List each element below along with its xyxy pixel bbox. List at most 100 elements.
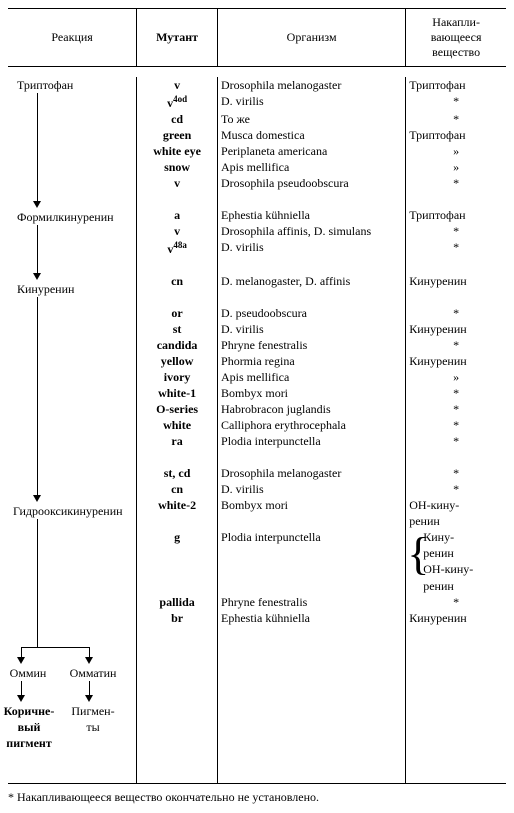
arrowhead-icon [17,695,25,702]
accum-value: Кинуренин [409,610,503,626]
mutant-value: v [140,175,214,191]
accum-value: Кинуренин [409,273,503,289]
organism-value: Ephestia kühniella [221,207,402,223]
header-organism: Организм [218,9,406,67]
mutant-value: white-1 [140,385,214,401]
accum-cell: Триптофан**Триптофан»»* Триптофан** Кину… [406,77,506,784]
accum-value: * [409,465,503,481]
pathway-node-ommatin: Омматин [63,665,123,681]
accum-value: Триптофан [409,127,503,143]
organism-value: Habrobracon juglandis [221,401,402,417]
mutant-value [140,449,214,465]
accum-value: {Кину- ренин OH-кину- ренин [409,529,503,594]
mutant-value: a [140,207,214,223]
organism-value: Apis mellifica [221,369,402,385]
mutant-value: v48a [140,239,214,257]
mutant-value: white eye [140,143,214,159]
pathway-node-hydroxykynurenine: Гидрооксикинуренин [13,503,123,519]
header-mutant: Мутант [137,9,218,67]
organism-value: Drosophila melanogaster [221,465,402,481]
organism-value: Musca domestica [221,127,402,143]
accum-value [409,191,503,207]
arrowhead-icon [85,695,93,702]
mutant-value: ra [140,433,214,449]
pathway-line [21,681,22,695]
organism-value: Bombyx mori [221,497,402,529]
organism-value: D. virilis [221,239,402,257]
pathway-node-brown-pigment: Коричне- вый пигмент [0,703,59,752]
mutant-value: cn [140,481,214,497]
accum-value: OH-кину- ренин [409,497,503,529]
mutant-value: v [140,223,214,239]
organism-value: Plodia interpunctella [221,529,402,594]
mutant-value: cn [140,273,214,289]
accum-value: * [409,239,503,257]
organism-cell: Drosophila melanogasterD. virilisТо жеMu… [218,77,406,784]
pathway-line [37,93,38,201]
mutant-value: or [140,305,214,321]
mutant-value: v4od [140,93,214,111]
mutant-value: O-series [140,401,214,417]
organism-value [221,289,402,305]
body-row: Триптофан Формилкинуренин Кинуренин Гидр… [8,77,506,784]
mutant-value: st, cd [140,465,214,481]
organism-value [221,257,402,273]
pathway-line [37,297,38,495]
accum-value: » [409,143,503,159]
accum-value: * [409,433,503,449]
organism-value: Phormia regina [221,353,402,369]
accum-value [409,449,503,465]
accum-value: * [409,594,503,610]
organism-value: Drosophila affinis, D. simulans [221,223,402,239]
mutant-value: snow [140,159,214,175]
mutant-value: white [140,417,214,433]
organism-value: Periplaneta americana [221,143,402,159]
accum-value: Кинуренин [409,321,503,337]
arrowhead-icon [33,495,41,502]
pathway-node-ommin: Оммин [3,665,53,681]
mutant-value: cd [140,111,214,127]
mutant-value: white-2 [140,497,214,529]
mutant-value: br [140,610,214,626]
footnote: * Накапливающееся вещество окончательно … [8,784,506,805]
mutant-value: pallida [140,594,214,610]
mutant-value: st [140,321,214,337]
accum-value: * [409,305,503,321]
organism-value [221,449,402,465]
mutant-value: g [140,529,214,594]
arrowhead-icon [17,657,25,664]
arrowhead-icon [33,201,41,208]
organism-value: Ephestia kühniella [221,610,402,626]
pathway-diagram: Триптофан Формилкинуренин Кинуренин Гидр… [11,77,133,777]
header-reaction: Реакция [8,9,137,67]
mutant-value [140,257,214,273]
pathway-branch-line [21,647,89,648]
header-row: Реакция Мутант Организм Накапли- вающеес… [8,9,506,67]
pathway-line [89,681,90,695]
accum-value: * [409,337,503,353]
organism-value: D. pseudoobscura [221,305,402,321]
organism-value: D. virilis [221,93,402,111]
accum-value: * [409,385,503,401]
organism-value: Phryne fenestralis [221,594,402,610]
arrowhead-icon [33,273,41,280]
mutant-cell: vv4odcdgreenwhite eyesnowv avv48a cn ors… [137,77,218,784]
organism-value: Calliphora erythroce­phala [221,417,402,433]
mutant-value: yellow [140,353,214,369]
accum-value: * [409,401,503,417]
accum-value: * [409,223,503,239]
mutant-value: green [140,127,214,143]
organism-value: D. virilis [221,321,402,337]
organism-value: D. melanogaster, D. affinis [221,273,402,289]
spacer-row [8,67,506,78]
organism-value: Phryne fenestralis [221,337,402,353]
accum-value: Триптофан [409,77,503,93]
reaction-cell: Триптофан Формилкинуренин Кинуренин Гидр… [8,77,137,784]
pathway-line [37,225,38,273]
accum-value: Триптофан [409,207,503,223]
accum-value: * [409,481,503,497]
pathway-node-tryptophan: Триптофан [17,77,73,93]
pathway-node-formylkynurenine: Формилкинуренин [17,209,114,225]
arrowhead-icon [85,657,93,664]
accum-value [409,289,503,305]
